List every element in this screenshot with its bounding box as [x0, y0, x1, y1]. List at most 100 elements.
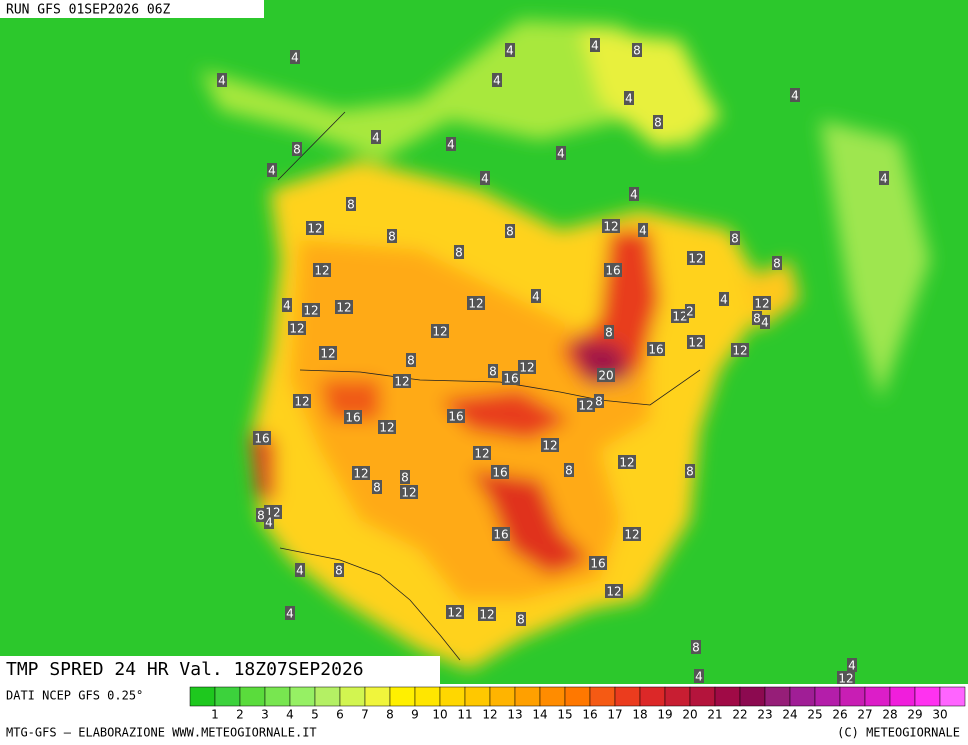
legend-tick-label: 14 [532, 708, 547, 722]
value-label: 16 [492, 466, 507, 480]
label-box [730, 231, 740, 245]
value-label: 4 [296, 564, 304, 578]
legend-tick-label: 28 [882, 708, 897, 722]
value-label: 12 [479, 608, 494, 622]
value-label: 12 [468, 297, 483, 311]
legend-tick-label: 10 [432, 708, 447, 722]
label-box [302, 303, 320, 317]
value-label: 8 [605, 326, 613, 340]
value-label: 4 [720, 293, 728, 307]
label-box [505, 43, 515, 57]
label-box [602, 219, 620, 233]
value-label: 12 [754, 297, 769, 311]
legend-tick-label: 8 [386, 708, 394, 722]
legend-swatch [489, 686, 516, 707]
legend-swatch [439, 686, 466, 707]
label-box [253, 431, 271, 445]
legend-tick-label: 5 [311, 708, 319, 722]
label-box [505, 224, 515, 238]
label-box [564, 463, 574, 477]
label-box [492, 73, 502, 87]
legend-swatch [664, 686, 691, 707]
label-box [671, 309, 689, 323]
value-label: 12 [732, 344, 747, 358]
value-label: 12 [624, 528, 639, 542]
value-label: 12 [314, 264, 329, 278]
value-label: 12 [294, 395, 309, 409]
value-label: 8 [654, 116, 662, 130]
label-box [604, 325, 614, 339]
credit: MTG-GFS – ELABORAZIONE WWW.METEOGIORNALE… [6, 726, 317, 740]
value-label: 16 [493, 528, 508, 542]
value-label: 8 [257, 509, 265, 523]
label-box [446, 605, 464, 619]
value-label: 8 [753, 312, 761, 326]
value-label: 4 [695, 670, 703, 684]
label-box [371, 130, 381, 144]
label-box [344, 410, 362, 424]
source: DATI NCEP GFS 0.25° [6, 689, 143, 703]
legend-tick-label: 13 [507, 708, 522, 722]
label-box [335, 300, 353, 314]
label-box [647, 342, 665, 356]
legend-tick-label: 15 [557, 708, 572, 722]
label-box [264, 515, 274, 529]
value-label: 16 [254, 432, 269, 446]
label-box [577, 398, 595, 412]
value-label: 16 [605, 264, 620, 278]
value-label: 8 [407, 354, 415, 368]
value-label: 4 [291, 51, 299, 65]
legend-tick-label: 19 [657, 708, 672, 722]
value-label: 8 [455, 246, 463, 260]
label-box [502, 371, 520, 385]
label-box [447, 409, 465, 423]
value-label: 4 [268, 164, 276, 178]
value-label: 12 [578, 399, 593, 413]
label-box [589, 556, 607, 570]
legend-tick-label: 2 [236, 708, 244, 722]
legend-tick-label: 9 [411, 708, 419, 722]
value-label: 8 [401, 471, 409, 485]
value-label: 12 [447, 606, 462, 620]
run-label: RUN GFS 01SEP2026 06Z [6, 3, 171, 18]
legend-swatch [539, 686, 566, 707]
legend-swatch [564, 686, 591, 707]
legend-swatch [639, 686, 666, 707]
value-label: 4 [761, 316, 769, 330]
label-box [618, 455, 636, 469]
label-box [292, 142, 302, 156]
value-label: 8 [692, 641, 700, 655]
value-label: 12 [379, 421, 394, 435]
value-label: 12 [307, 222, 322, 236]
value-label: 4 [630, 188, 638, 202]
legend-swatch [914, 686, 941, 707]
legend-tick-label: 12 [482, 708, 497, 722]
label-box [313, 263, 331, 277]
value-label: 8 [489, 365, 497, 379]
legend-swatch [864, 686, 891, 707]
label-box [605, 584, 623, 598]
label-box [295, 563, 305, 577]
label-box [467, 296, 485, 310]
value-label: 4 [372, 131, 380, 145]
label-box [790, 88, 800, 102]
value-label: 8 [335, 564, 343, 578]
legend-swatch [689, 686, 716, 707]
legend-tick-label: 22 [732, 708, 747, 722]
legend-swatch [839, 686, 866, 707]
legend-swatch [264, 686, 291, 707]
legend-tick-label: 3 [261, 708, 269, 722]
value-label: 4 [639, 224, 647, 238]
value-label: 12 [688, 252, 703, 266]
legend-tick-label: 29 [907, 708, 922, 722]
label-box [387, 229, 397, 243]
value-label: 4 [532, 290, 540, 304]
value-label: 4 [283, 299, 291, 313]
value-label: 8 [517, 613, 525, 627]
value-label: 16 [648, 343, 663, 357]
legend-swatch [814, 686, 841, 707]
title-box [0, 656, 440, 684]
value-label: 20 [598, 369, 613, 383]
value-label: 16 [503, 372, 518, 386]
